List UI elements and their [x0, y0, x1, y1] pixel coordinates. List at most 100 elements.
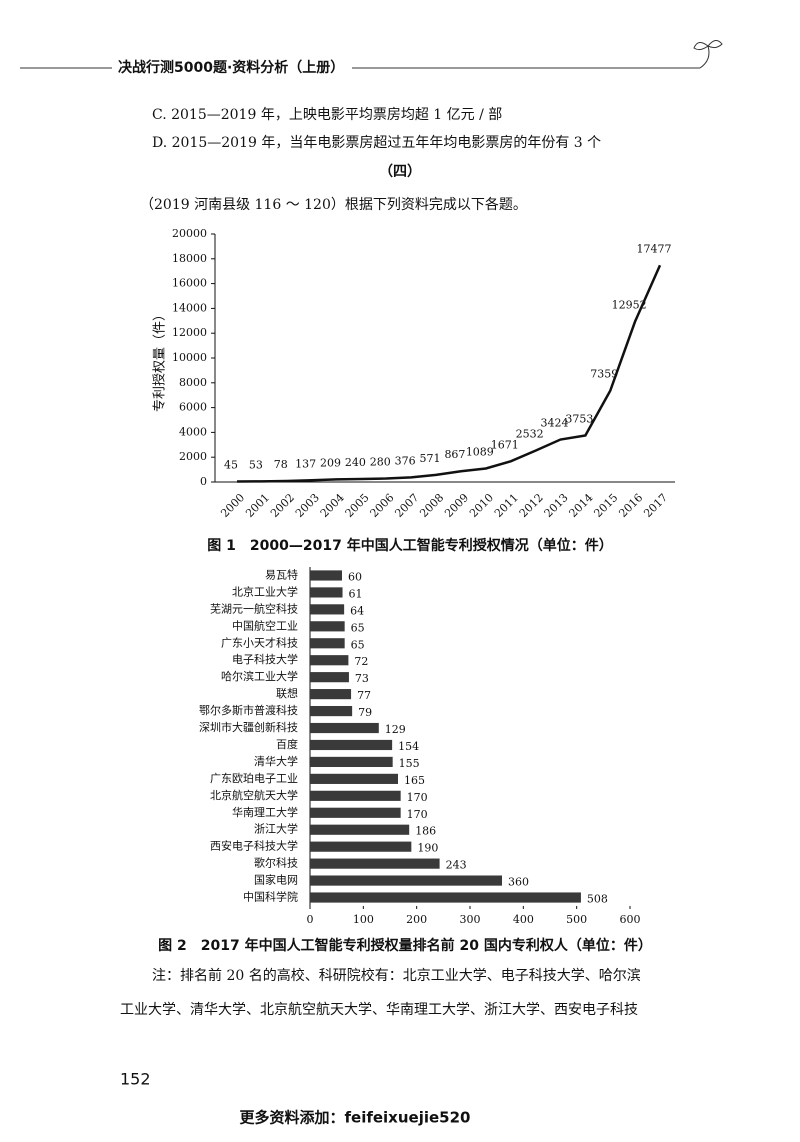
data-label: 12952 — [612, 298, 647, 311]
data-label: 61 — [349, 587, 363, 600]
y-tick-label: 0 — [200, 475, 207, 488]
note-line: 注：排名前 20 名的高校、科研院校有：北京工业大学、电子科技大学、哈尔滨 — [152, 967, 641, 984]
x-tick-label: 2008 — [417, 491, 446, 520]
data-label: 7359 — [590, 368, 618, 381]
data-label: 77 — [357, 689, 371, 702]
x-tick-label: 2002 — [268, 491, 297, 520]
y-tick-label: 歌尔科技 — [254, 856, 298, 870]
x-tick-label: 2006 — [368, 491, 397, 520]
x-tick-label: 100 — [353, 913, 374, 926]
section-heading: （四） — [379, 164, 421, 180]
x-tick-label: 2015 — [591, 491, 620, 520]
chart-title: 图 2 2017 年中国人工智能专利授权量排名前 20 国内专利权人（单位：件） — [158, 937, 652, 954]
data-label: 2532 — [516, 428, 544, 441]
data-label: 64 — [350, 604, 364, 617]
data-label: 243 — [446, 859, 467, 872]
x-tick-label: 500 — [566, 913, 587, 926]
data-label: 129 — [385, 723, 406, 736]
x-tick-label: 300 — [460, 913, 481, 926]
bar — [310, 722, 379, 734]
page-number: 152 — [120, 1070, 151, 1089]
data-label: 280 — [370, 456, 391, 469]
bar — [310, 892, 581, 903]
bar — [310, 672, 349, 683]
bar — [310, 570, 342, 581]
bar — [310, 824, 410, 835]
data-label: 72 — [354, 655, 368, 668]
data-label: 209 — [320, 456, 341, 469]
y-tick-label: 易瓦特 — [265, 567, 298, 581]
data-label: 376 — [395, 454, 416, 467]
y-axis-label: 专利授权量（件） — [152, 308, 168, 412]
y-tick-label: 10000 — [172, 351, 207, 364]
y-tick-label: 联想 — [276, 686, 298, 700]
data-label: 508 — [587, 893, 608, 906]
y-tick-label: 芜湖元一航空科技 — [210, 601, 298, 615]
line — [236, 264, 662, 483]
y-tick-label: 4000 — [179, 425, 207, 438]
y-tick-label: 2000 — [179, 450, 207, 463]
bar — [310, 689, 352, 700]
data-label: 165 — [404, 774, 425, 787]
x-tick-label: 2004 — [318, 491, 347, 520]
header-sprout — [693, 40, 723, 69]
y-tick-label: 电子科技大学 — [232, 652, 298, 666]
data-label: 45 — [224, 458, 238, 471]
y-tick-label: 北京航空航天大学 — [210, 788, 298, 802]
y-tick-label: 12000 — [172, 326, 207, 339]
x-tick-label: 0 — [307, 913, 314, 926]
y-tick-label: 广东小天才科技 — [221, 635, 298, 649]
bar — [310, 858, 440, 869]
y-tick-label: 8000 — [179, 376, 207, 389]
x-tick-label: 2001 — [243, 491, 272, 520]
x-tick-label: 400 — [513, 913, 534, 926]
y-tick-label: 中国科学院 — [243, 890, 298, 904]
bar — [310, 638, 345, 649]
x-tick-label: 600 — [620, 913, 641, 926]
x-tick-label: 2016 — [616, 491, 645, 520]
y-tick-label: 鄂尔多斯市普渡科技 — [199, 703, 298, 717]
y-tick-label: 国家电网 — [254, 873, 298, 887]
footer: 更多资料添加：feifeixuejie520 — [240, 1109, 471, 1127]
y-tick-label: 百度 — [276, 737, 298, 751]
data-label: 186 — [415, 825, 436, 838]
x-tick-label: 2017 — [641, 491, 670, 520]
data-label: 73 — [355, 672, 369, 685]
y-tick-label: 中国航空工业 — [232, 618, 298, 632]
data-label: 154 — [398, 740, 419, 753]
y-tick-label: 18000 — [172, 252, 207, 265]
y-tick-label: 14000 — [172, 301, 207, 314]
data-label: 155 — [399, 757, 420, 770]
x-tick-label: 200 — [406, 913, 427, 926]
x-tick-label: 2005 — [343, 491, 372, 520]
text-line: D. 2015—2019 年，当年电影票房超过五年年均电影票房的年份有 3 个 — [152, 135, 601, 151]
bar — [310, 621, 345, 632]
y-tick-label: 16000 — [172, 277, 207, 290]
data-label: 78 — [274, 458, 288, 471]
x-tick-label: 2011 — [492, 491, 521, 520]
x-tick-label: 2014 — [567, 491, 596, 520]
text-line: C. 2015—2019 年，上映电影平均票房均超 1 亿元 / 部 — [152, 107, 502, 123]
data-label: 170 — [407, 808, 428, 821]
data-label: 3424 — [540, 417, 568, 430]
data-label: 53 — [249, 458, 263, 471]
data-label: 571 — [420, 452, 441, 465]
data-label: 1089 — [466, 445, 494, 458]
data-label: 65 — [351, 638, 365, 651]
text-line: （2019 河南县级 116 ～ 120）根据下列资料完成以下各题。 — [140, 197, 527, 213]
y-tick-label: 深圳市大疆创新科技 — [199, 720, 298, 734]
y-tick-label: 清华大学 — [254, 754, 298, 768]
data-label: 79 — [358, 706, 372, 719]
data-label: 190 — [417, 842, 438, 855]
x-tick-label: 2007 — [392, 491, 421, 520]
x-tick-label: 2013 — [542, 491, 571, 520]
note-line: 工业大学、清华大学、北京航空航天大学、华南理工大学、浙江大学、西安电子科技 — [120, 1002, 638, 1018]
x-tick-label: 2000 — [218, 491, 247, 520]
y-tick-label: 广东欧珀电子工业 — [210, 771, 298, 785]
bar — [310, 739, 393, 751]
data-label: 137 — [295, 457, 316, 470]
bar — [310, 705, 353, 717]
data-label: 3753 — [565, 412, 593, 425]
y-tick-label: 浙江大学 — [254, 822, 298, 836]
